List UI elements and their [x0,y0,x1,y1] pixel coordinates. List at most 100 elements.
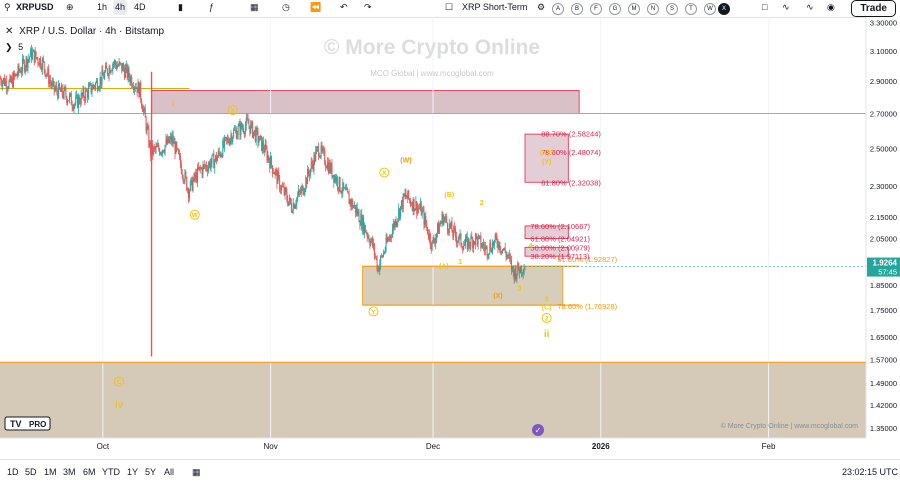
letter-button-x[interactable]: X [718,0,730,15]
indicator-count: 5 [18,42,24,52]
candle-body [392,223,394,230]
letter-button-t[interactable]: T [685,0,697,15]
candle-body [304,189,306,193]
script-checkbox[interactable]: ☐ [445,2,454,12]
candle-body [167,136,169,144]
candle-body [324,150,326,165]
ai-assistant-icon[interactable]: ✓ [532,424,544,436]
range-1y[interactable]: 1Y [127,467,139,477]
zone-support_target [362,265,564,306]
fib-target-label: 38.20% (1.97113) [530,252,590,261]
price-tick-label: 1.57000 [870,355,897,364]
fib-target-label: 78.60% (2.48074) [541,148,601,157]
indicator-legend[interactable]: ❯ 5 [5,42,23,53]
range-1m[interactable]: 1M [44,467,57,477]
range-3m[interactable]: 3M [63,467,76,477]
candle-body [302,185,304,195]
camera-icon[interactable]: ◉ [827,2,835,12]
candle-body [464,244,466,246]
letter-button-n[interactable]: N [647,0,659,15]
candle-body [420,202,422,216]
candle-body [507,255,509,256]
candle-body [112,64,114,71]
wave-tool-icon[interactable]: ∿ [782,2,790,12]
script-settings-icon[interactable]: ⚙ [537,2,546,12]
range-all[interactable]: All [164,467,175,477]
range-6m[interactable]: 6M [83,467,96,477]
candle-body [313,154,315,170]
tradingview-logo[interactable]: TV PRO [4,416,51,431]
svg-text:PRO: PRO [29,420,46,429]
letter-button-b[interactable]: B [571,0,583,15]
price-chart[interactable]: 61.80% (1.92827) 78.60% (1.76928) 88.70% (… [0,17,900,459]
candle-body [483,246,485,251]
script-name[interactable]: XRP Short-Term [462,2,528,12]
candle-body [488,253,490,256]
redo-icon[interactable]: ↷ [364,2,372,12]
candle-body [250,123,252,134]
goto-date-icon[interactable]: ▦ [192,467,201,477]
trade-button[interactable]: Trade [851,0,896,17]
indicators-icon[interactable]: ƒ [209,2,215,12]
letter-button-g[interactable]: G [609,0,621,15]
utc-clock[interactable]: 23:02:15 UTC [842,467,899,477]
candle-body [114,60,116,64]
undo-icon[interactable]: ↶ [340,2,348,12]
candle-body [451,221,453,233]
pattern-tool-icon[interactable]: ∿ [806,2,814,12]
range-1d[interactable]: 1D [7,467,19,477]
symbol-label[interactable]: XRPUSD [16,2,54,12]
layout-grid-icon[interactable]: ▦ [250,2,259,12]
range-5d[interactable]: 5D [25,467,37,477]
candle-body [379,264,381,272]
time-axis[interactable]: Oct Nov Dec 2026 Feb [0,437,866,451]
candle-body [212,153,214,156]
candle-body [427,227,429,235]
search-icon[interactable]: ⚲ [4,2,11,12]
replay-icon[interactable]: ⏪ [310,2,322,12]
candle-body [374,254,376,257]
interval-4h[interactable]: 4h [113,0,128,15]
candle-body [322,149,324,151]
candle-body [272,173,274,174]
candle-body [105,65,107,69]
candle-body [192,180,194,191]
fullscreen-icon[interactable]: □ [762,2,768,12]
range-5y[interactable]: 5Y [145,467,157,477]
candle-body [50,82,52,86]
candle-body [358,211,360,223]
candle-body [133,87,135,90]
letter-button-f[interactable]: F [590,0,602,15]
price-axis[interactable]: 3.30000 3.10000 2.90000 2.70000 2.50000 2.300… [865,17,900,438]
candle-body [409,198,411,201]
candle-body [380,255,382,265]
candle-body [458,235,460,241]
letter-button-a[interactable]: A [552,0,564,15]
close-icon[interactable]: ✕ [5,26,14,37]
add-symbol-icon[interactable]: ⊕ [66,2,74,12]
candle-body [235,129,237,139]
candle-body [279,176,281,190]
candle-body [2,81,4,87]
candles-icon[interactable]: ▮ [178,2,183,12]
interval-4d[interactable]: 4D [134,2,146,12]
wave-label: (X) [493,293,502,300]
letter-button-m[interactable]: M [628,0,640,15]
candle-body [209,161,211,169]
candle-body [296,197,298,205]
candle-body [83,88,85,98]
last-price-label: 1.9264 [873,259,898,268]
candle-body [13,72,15,88]
letter-button-s[interactable]: S [666,0,678,15]
range-ytd[interactable]: YTD [102,467,120,477]
candle-body [106,68,108,75]
candle-body [8,80,10,89]
interval-1h[interactable]: 1h [97,2,108,12]
candle-body [57,91,59,99]
candle-body [232,137,234,142]
candle-body [471,235,473,239]
alert-icon[interactable]: ◷ [282,2,290,12]
candle-body [11,77,13,83]
collapse-icon[interactable]: ❯ [5,42,13,52]
letter-button-w[interactable]: W [704,0,716,15]
